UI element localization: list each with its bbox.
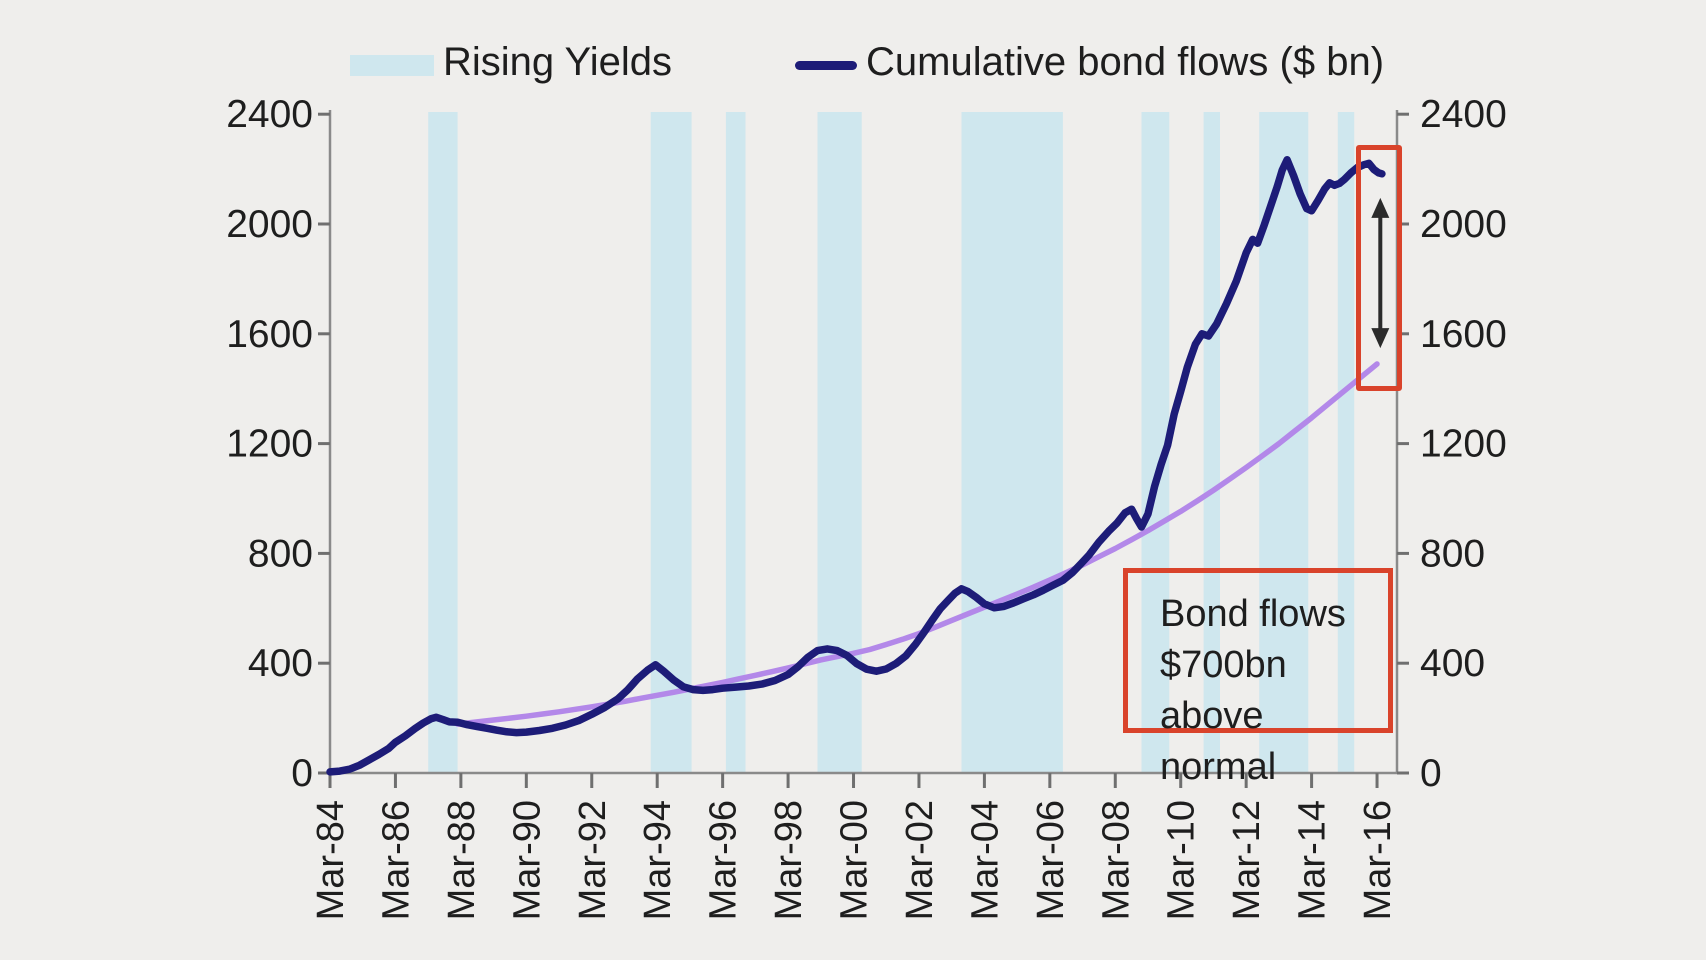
x-tick-label: Mar-94 xyxy=(637,800,679,920)
y-tick-label-right: 2000 xyxy=(1420,203,1507,246)
gap-annotation-text: Bond flows $700bn above normal xyxy=(1160,593,1346,788)
y-tick-label-left: 1600 xyxy=(226,313,313,356)
x-tick-label: Mar-00 xyxy=(834,800,876,920)
gap-arrow-head-up xyxy=(1371,197,1390,218)
y-tick-label-right: 400 xyxy=(1420,642,1485,685)
bond-flows-legend-label: Cumulative bond flows ($ bn) xyxy=(866,40,1385,84)
bond-flows-legend-line xyxy=(795,61,857,70)
gap-highlight-box xyxy=(1356,145,1402,391)
gap-annotation-box: Bond flows $700bn above normal xyxy=(1123,568,1393,788)
legend-item-cumulative-bond-flows: Cumulative bond flows ($ bn) xyxy=(795,40,1384,85)
y-tick-label-right: 1200 xyxy=(1420,423,1507,466)
y-tick-label-right: 2400 xyxy=(1420,93,1507,136)
x-tick-label: Mar-92 xyxy=(572,800,614,920)
y-tick-label-left: 2400 xyxy=(226,93,313,136)
y-tick-label-right: 800 xyxy=(1420,532,1485,575)
rising-yields-band xyxy=(428,112,458,773)
x-tick-label: Mar-84 xyxy=(310,800,352,920)
x-tick-label: Mar-96 xyxy=(703,800,745,920)
rising-yields-bands xyxy=(428,112,1355,773)
cumulative-bond-flows-line xyxy=(326,156,1386,776)
rising-yields-band xyxy=(1337,112,1355,773)
x-tick-label: Mar-02 xyxy=(899,800,941,920)
x-tick-label: Mar-90 xyxy=(506,800,548,920)
y-tick-label-left: 0 xyxy=(291,752,313,795)
rising-yields-band xyxy=(1203,112,1220,773)
gap-arrow-head-down xyxy=(1371,328,1390,349)
y-tick-label-left: 2000 xyxy=(226,203,313,246)
x-tick-label: Mar-10 xyxy=(1161,800,1203,920)
gap-arrow xyxy=(1371,197,1390,349)
legend-item-rising-yields: Rising Yields xyxy=(350,40,672,85)
x-tick-label: Mar-16 xyxy=(1357,800,1399,920)
y-tick-label-right: 1600 xyxy=(1420,313,1507,356)
rising-yields-band xyxy=(961,112,1063,773)
y-axis-ticks: 0 0 400 400 800 800 1200 1200 1600 1600 2000 2000 24… xyxy=(226,93,1507,795)
x-tick-label: Mar-14 xyxy=(1292,800,1334,920)
x-tick-label: Mar-12 xyxy=(1226,800,1268,920)
x-tick-label: Mar-06 xyxy=(1030,800,1072,920)
x-tick-label: Mar-08 xyxy=(1095,800,1137,920)
rising-yields-band xyxy=(817,112,862,773)
y-tick-label-left: 400 xyxy=(248,642,313,685)
x-axis-ticks: Mar-84 Mar-86 Mar-88 Mar-90 Mar-92 Mar-94 Mar-… xyxy=(310,773,1399,920)
rising-yields-legend-swatch xyxy=(350,55,434,76)
y-tick-label-left: 800 xyxy=(248,532,313,575)
x-tick-label: Mar-88 xyxy=(441,800,483,920)
y-tick-label-right: 0 xyxy=(1420,752,1442,795)
x-tick-label: Mar-86 xyxy=(375,800,417,920)
x-tick-label: Mar-98 xyxy=(768,800,810,920)
rising-yields-band xyxy=(725,112,746,773)
rising-yields-legend-label: Rising Yields xyxy=(443,40,673,84)
y-tick-label-left: 1200 xyxy=(226,423,313,466)
x-tick-label: Mar-04 xyxy=(964,800,1006,920)
